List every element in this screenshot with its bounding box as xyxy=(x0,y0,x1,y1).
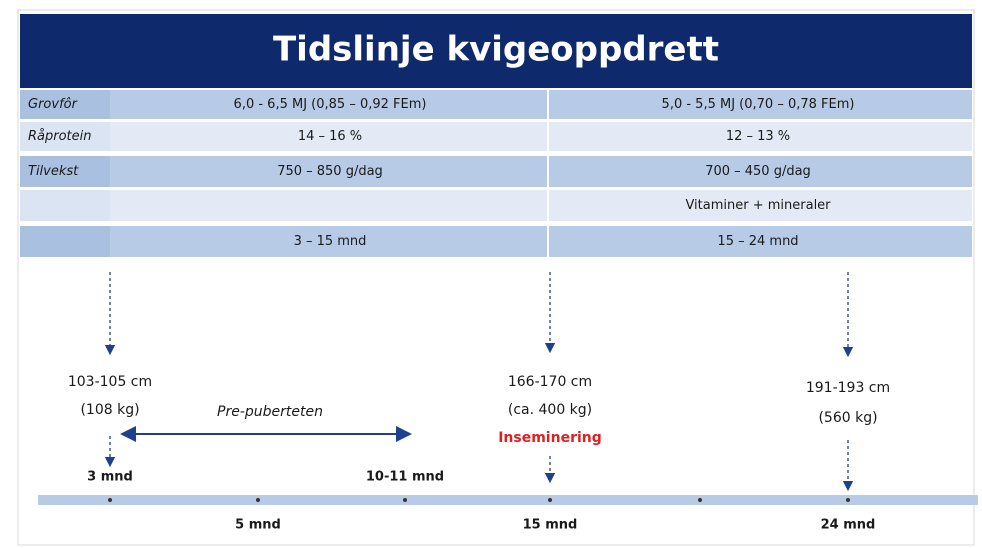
cell: Vitaminer + mineraler xyxy=(685,198,831,213)
age-label: 5 mnd xyxy=(235,518,281,533)
cell: 12 – 13 % xyxy=(726,129,790,144)
dot xyxy=(256,498,260,502)
start-height: 103-105 cm xyxy=(68,374,152,390)
cell: 14 – 16 % xyxy=(298,129,362,144)
start-age: 3 mnd xyxy=(87,470,133,485)
row-label: Råprotein xyxy=(28,129,92,144)
phase-end-age: 10-11 mnd xyxy=(366,470,444,485)
dot xyxy=(108,498,112,502)
row-bg xyxy=(20,190,972,221)
table: Grovfôr 6,0 - 6,5 MJ (0,85 – 0,92 FEm) 5,0… xyxy=(20,90,972,257)
label-bg xyxy=(20,90,110,119)
dot xyxy=(846,498,850,502)
cell: 750 – 850 g/dag xyxy=(277,164,383,179)
timeline-dots xyxy=(108,498,850,502)
row-bg xyxy=(20,156,972,187)
cell: 3 – 15 mnd xyxy=(294,234,367,249)
arrows xyxy=(104,272,854,492)
dot xyxy=(403,498,407,502)
timeline-bar xyxy=(38,495,978,505)
end-weight: (560 kg) xyxy=(818,410,877,426)
cell: 15 – 24 mnd xyxy=(717,234,798,249)
cell: 700 – 450 g/dag xyxy=(705,164,811,179)
dot xyxy=(548,498,552,502)
middle-weight: (ca. 400 kg) xyxy=(508,402,592,418)
title: Tidslinje kvigeoppdrett xyxy=(273,30,719,70)
row-bg xyxy=(20,226,972,257)
label-bg xyxy=(20,226,110,257)
row-bg xyxy=(20,90,972,119)
row-label: Grovfôr xyxy=(28,97,79,112)
start-weight: (108 kg) xyxy=(80,402,139,418)
row-label: Tilvekst xyxy=(28,164,79,179)
row-bg xyxy=(20,122,972,151)
phase-label: Pre-puberteten xyxy=(217,404,323,420)
title-banner xyxy=(20,14,972,88)
cell: 6,0 - 6,5 MJ (0,85 – 0,92 FEm) xyxy=(234,97,427,112)
event-label: Inseminering xyxy=(498,430,602,446)
end-height: 191-193 cm xyxy=(806,380,890,396)
cell: 5,0 - 5,5 MJ (0,70 – 0,78 FEm) xyxy=(662,97,855,112)
label-bg xyxy=(20,156,110,187)
label-bg xyxy=(20,190,110,221)
dot xyxy=(698,498,702,502)
label-bg xyxy=(20,122,110,151)
middle-age: 15 mnd xyxy=(523,518,578,533)
middle-height: 166-170 cm xyxy=(508,374,592,390)
end-age: 24 mnd xyxy=(821,518,876,533)
